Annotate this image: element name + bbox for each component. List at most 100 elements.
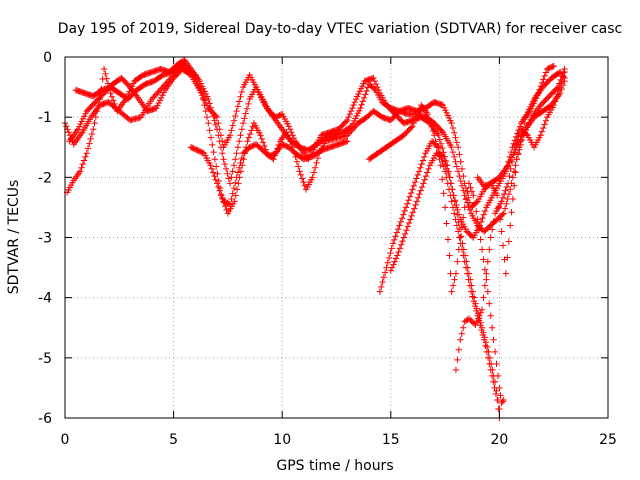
data-point [219, 150, 226, 157]
y-tick-label: -5 [38, 351, 52, 367]
data-point [471, 200, 478, 207]
data-point [209, 169, 217, 176]
data-point [477, 319, 484, 327]
data-point [392, 233, 399, 240]
data-point [376, 288, 384, 295]
data-point [453, 139, 461, 146]
data-point [290, 135, 298, 142]
data-point [468, 188, 476, 195]
data-point [396, 245, 404, 252]
data-point [498, 228, 505, 235]
data-point [298, 175, 306, 182]
data-point [481, 282, 489, 289]
data-point [409, 122, 416, 130]
data-point [452, 366, 460, 374]
series-track-c [66, 65, 568, 235]
data-point [405, 219, 413, 227]
axes: 0 5 10 15 20 25 0 -1 -2 -3 -4 -5 -6 [38, 50, 617, 448]
y-tick-label: -2 [38, 170, 52, 186]
data-point [391, 258, 398, 265]
data-point [409, 209, 417, 216]
data-point [421, 176, 428, 183]
data-point [233, 186, 241, 193]
data-point [452, 270, 460, 277]
data-point [499, 194, 507, 201]
data-point [393, 229, 401, 236]
data-markers [61, 56, 568, 422]
data-point [456, 172, 463, 180]
data-point [408, 124, 415, 131]
series-track-e [365, 101, 507, 407]
series-track-h [452, 68, 568, 374]
data-point [460, 214, 467, 221]
data-point [453, 222, 461, 229]
series-track-j [72, 62, 199, 103]
data-point [417, 187, 424, 194]
data-point [487, 312, 494, 319]
data-point [452, 204, 460, 211]
data-point [496, 216, 504, 223]
data-point [505, 238, 513, 245]
data-point [460, 187, 467, 194]
data-point [473, 208, 480, 215]
data-point [411, 178, 419, 186]
data-point [313, 159, 320, 167]
data-point [507, 165, 514, 173]
data-point [523, 130, 530, 138]
data-point [388, 264, 396, 271]
data-point [499, 242, 507, 249]
data-point [473, 305, 481, 312]
data-point [510, 182, 518, 189]
data-point [538, 128, 546, 135]
data-point [359, 98, 367, 105]
data-point [438, 127, 445, 135]
data-point [385, 254, 393, 262]
y-tick-label: -4 [38, 291, 52, 307]
x-axis-label: GPS time / hours [276, 458, 393, 474]
data-point [349, 104, 356, 112]
data-point [371, 85, 378, 93]
data-point [248, 127, 255, 134]
data-point [212, 176, 219, 183]
data-point [228, 127, 235, 134]
data-point [237, 93, 244, 100]
data-point [451, 210, 458, 217]
data-point [486, 246, 493, 253]
data-point [414, 171, 421, 179]
data-point [451, 129, 458, 137]
data-point [436, 136, 444, 143]
data-point [406, 193, 414, 200]
data-point [190, 71, 198, 78]
data-point [63, 122, 70, 130]
data-point [425, 115, 433, 122]
data-point [500, 396, 507, 404]
data-point [362, 91, 369, 98]
data-point [154, 89, 161, 97]
data-point [390, 261, 397, 268]
data-point [211, 117, 218, 124]
data-point [473, 199, 480, 206]
data-point [288, 129, 295, 136]
data-point [100, 65, 108, 73]
data-point [510, 151, 517, 158]
data-point [454, 258, 461, 265]
data-point [503, 200, 510, 208]
data-point [444, 236, 452, 243]
data-point [481, 207, 489, 215]
data-point [439, 176, 446, 183]
data-point [477, 236, 484, 243]
data-point [413, 175, 420, 182]
data-point [79, 160, 87, 168]
data-point [542, 117, 550, 124]
chart-title: Day 195 of 2019, Sidereal Day-to-day VTE… [58, 21, 622, 37]
data-point [310, 169, 318, 176]
data-point [411, 205, 418, 212]
data-point [344, 138, 351, 145]
data-point [474, 315, 482, 322]
data-point [446, 174, 453, 181]
data-point [435, 144, 442, 151]
data-point [493, 387, 500, 395]
data-point [504, 254, 511, 261]
data-point [285, 122, 292, 130]
data-point [344, 132, 351, 139]
